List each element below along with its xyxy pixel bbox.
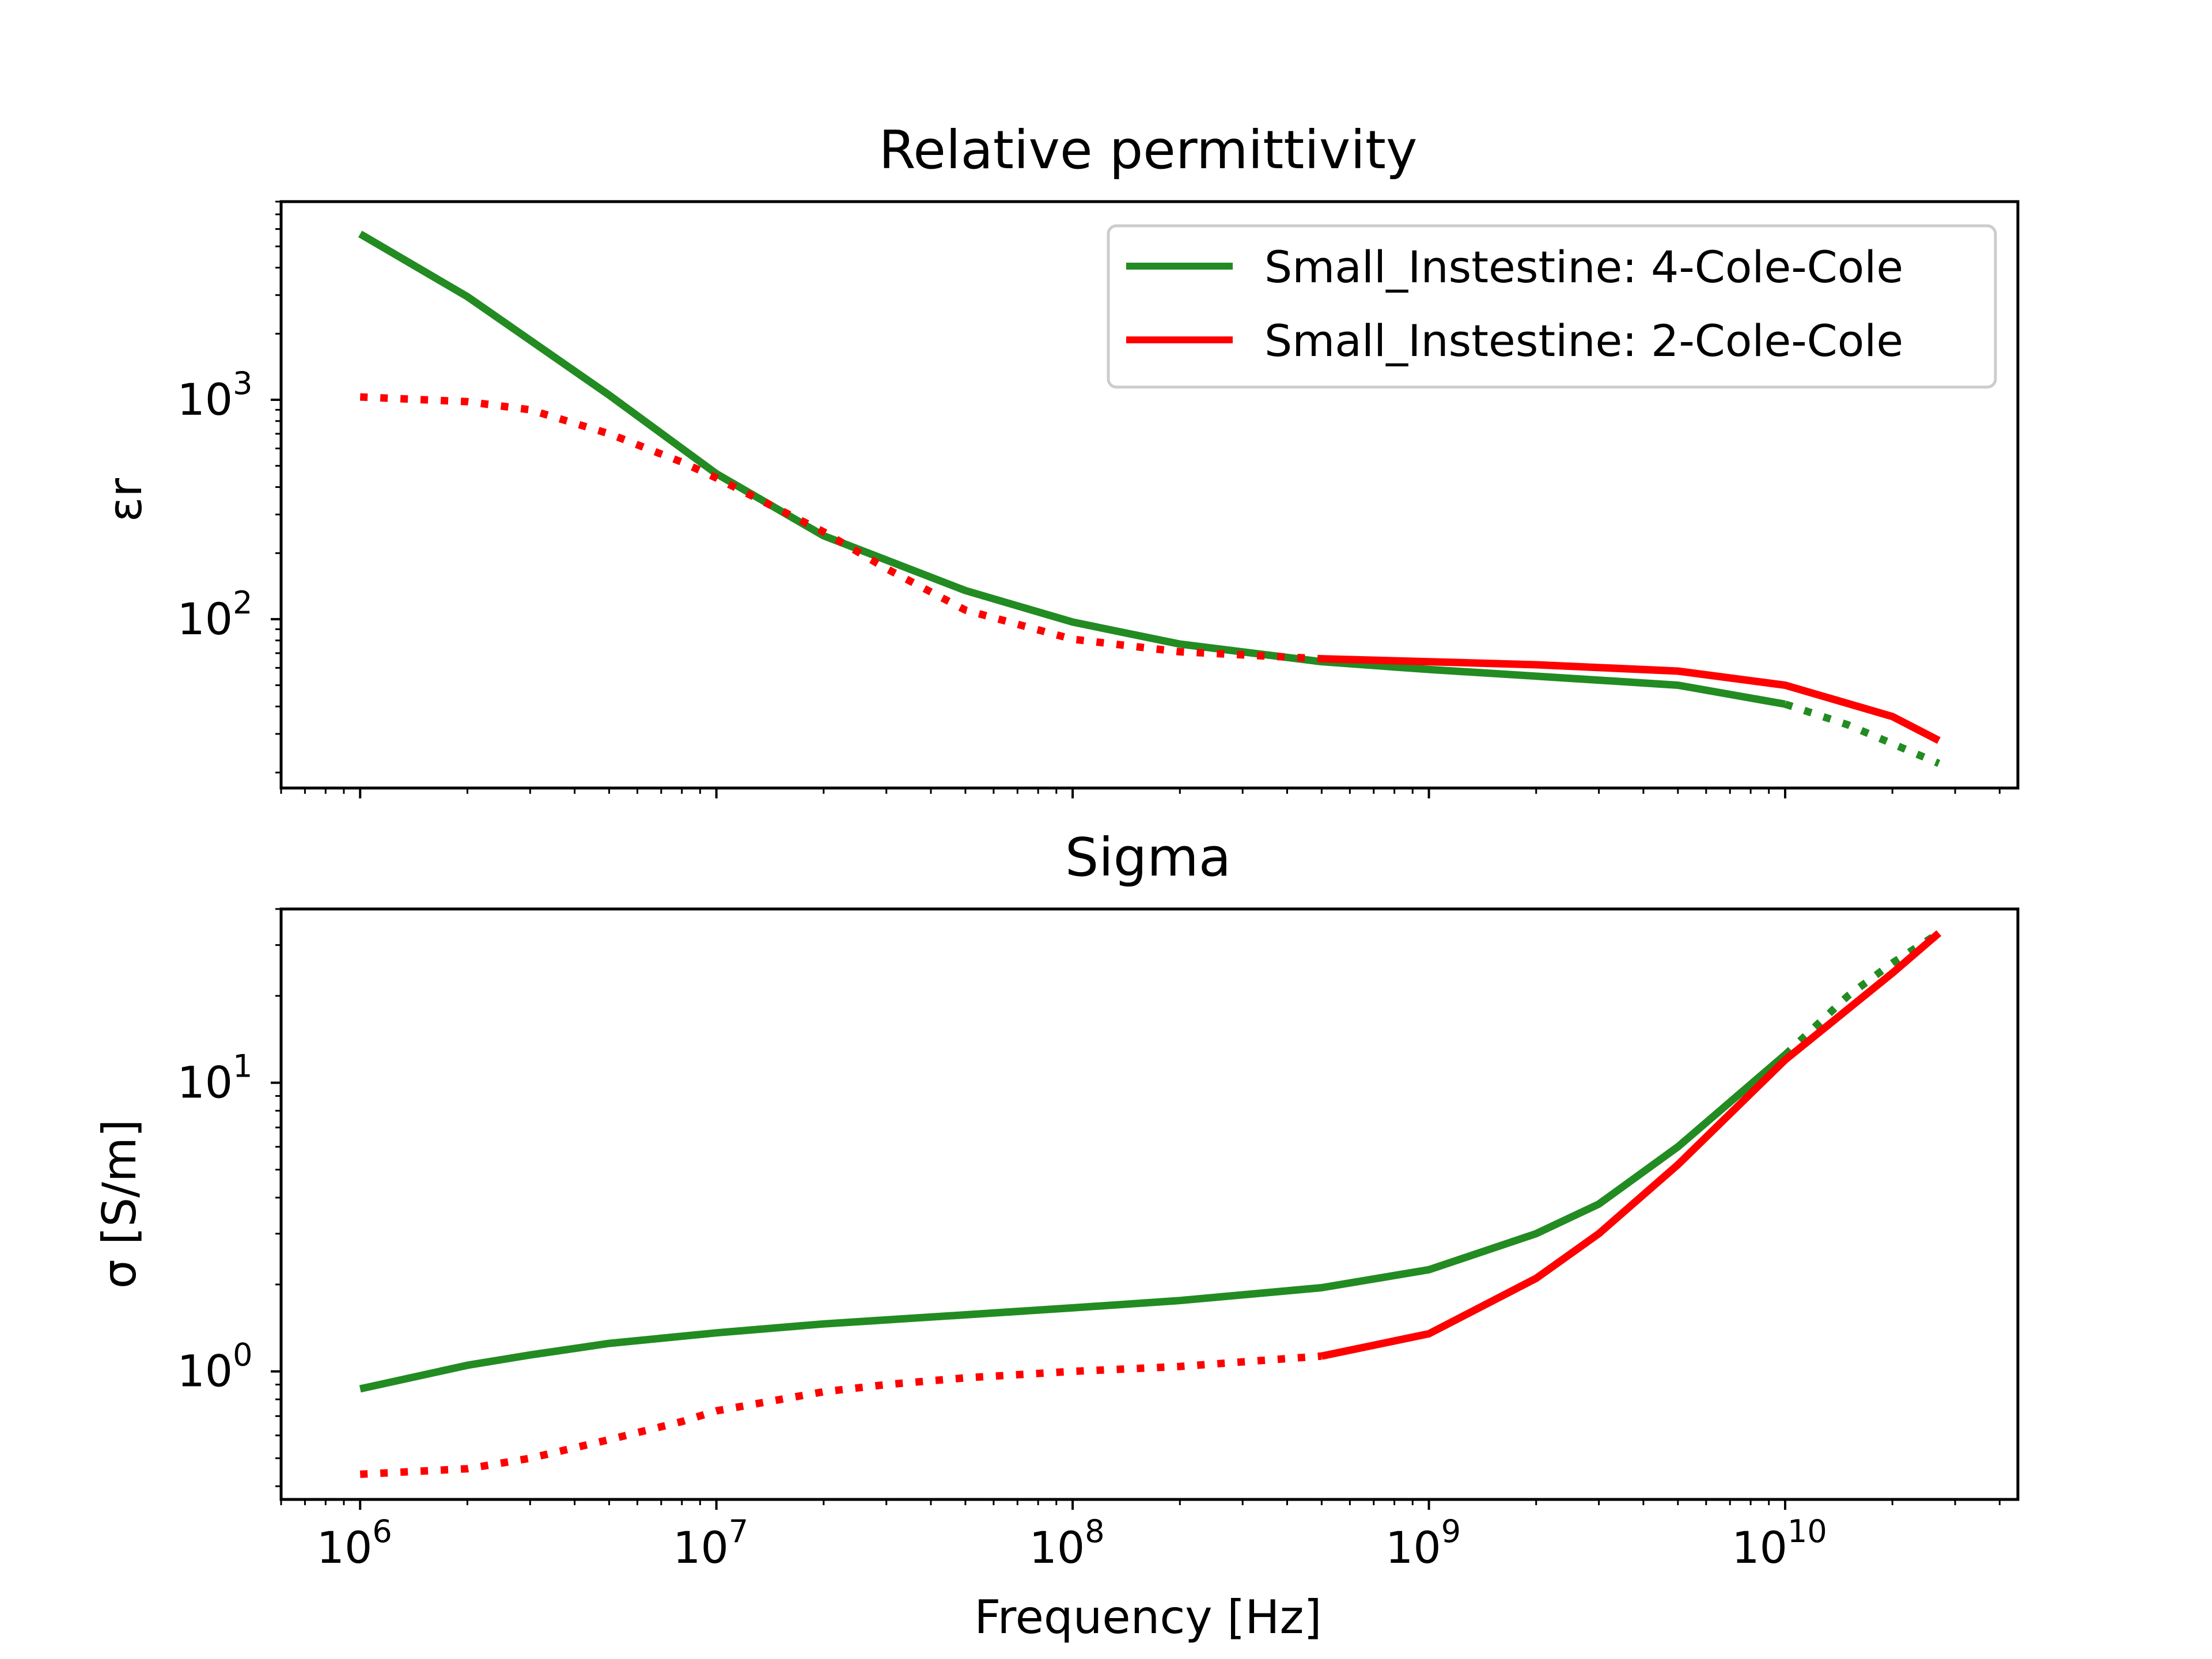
permittivity-ylabel: εr xyxy=(99,478,152,522)
legend-box xyxy=(1107,224,1997,389)
series-line-2-cole-cole-solid xyxy=(1321,655,1941,744)
sigma-title: Sigma xyxy=(1065,827,1231,888)
x-tick-label: 109 xyxy=(1385,1513,1461,1573)
legend: Small_Instestine: 4-Cole-Cole Small_Inst… xyxy=(1107,224,1997,389)
y-tick-label: 102 xyxy=(177,585,252,645)
x-tick-label: 1010 xyxy=(1732,1513,1827,1573)
series-line-4-cole-cole-dotted xyxy=(1782,930,1941,1058)
series-line-4-cole-cole-solid xyxy=(358,230,1786,708)
series-line-2-cole-cole-dotted xyxy=(359,1352,1322,1478)
permittivity-ticks: 102 103 xyxy=(177,200,2001,798)
sigma-ticks: 106 107 108 109 1010 100 101 xyxy=(177,908,2001,1573)
series-line-2-cole-cole-dotted xyxy=(359,393,1322,663)
series-line-2-cole-cole-solid xyxy=(1321,930,1942,1360)
x-tick-label: 106 xyxy=(317,1513,392,1573)
series-line-4-cole-cole-dotted xyxy=(1783,700,1941,767)
y-tick-label: 103 xyxy=(177,365,252,425)
x-tick-label: 108 xyxy=(1029,1513,1105,1573)
legend-label-2-cole-cole: Small_Instestine: 2-Cole-Cole xyxy=(1264,315,1903,366)
permittivity-subplot: Relative permittivity εr 102 103 Small_In… xyxy=(99,119,2020,798)
sigma-xlabel: Frequency [Hz] xyxy=(974,1590,1321,1644)
x-tick-label: 107 xyxy=(673,1513,748,1573)
permittivity-title: Relative permittivity xyxy=(879,119,1418,181)
series-line-4-cole-cole-solid xyxy=(359,1052,1788,1393)
y-tick-label: 101 xyxy=(177,1048,252,1108)
sigma-lines xyxy=(359,930,1942,1478)
legend-label-4-cole-cole: Small_Instestine: 4-Cole-Cole xyxy=(1264,241,1903,293)
y-tick-label: 100 xyxy=(177,1337,252,1397)
permittivity-lines xyxy=(358,230,1941,767)
sigma-ylabel: σ [S/m] xyxy=(93,1119,146,1289)
sigma-subplot: Sigma σ [S/m] Frequency [Hz] 106 107 108 10… xyxy=(93,827,2020,1644)
sigma-axes-frame xyxy=(279,907,2020,1501)
permittivity-axes-frame xyxy=(279,200,2020,790)
